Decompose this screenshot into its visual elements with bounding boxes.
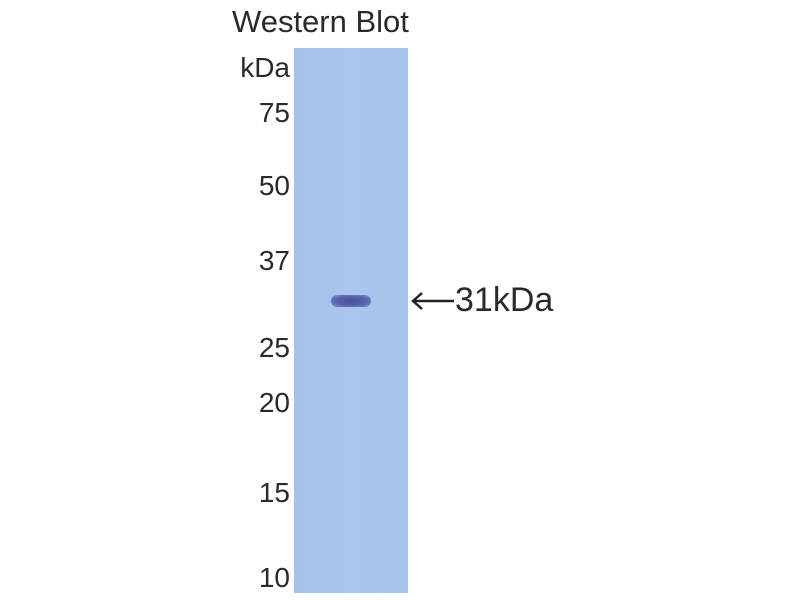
marker-label: 10	[258, 562, 290, 593]
marker-label: 50	[258, 170, 290, 201]
blot-lane	[294, 48, 408, 593]
figure-title: Western Blot	[232, 4, 409, 39]
unit-label: kDa	[240, 52, 290, 83]
protein-band	[331, 295, 371, 307]
arrow-left-icon	[411, 292, 454, 310]
band-size-label: 31kDa	[455, 281, 554, 319]
marker-label: 15	[258, 477, 290, 508]
marker-label: 20	[258, 387, 290, 418]
marker-label: 37	[258, 245, 290, 276]
marker-label: 25	[258, 332, 290, 363]
marker-label: 75	[258, 97, 290, 128]
